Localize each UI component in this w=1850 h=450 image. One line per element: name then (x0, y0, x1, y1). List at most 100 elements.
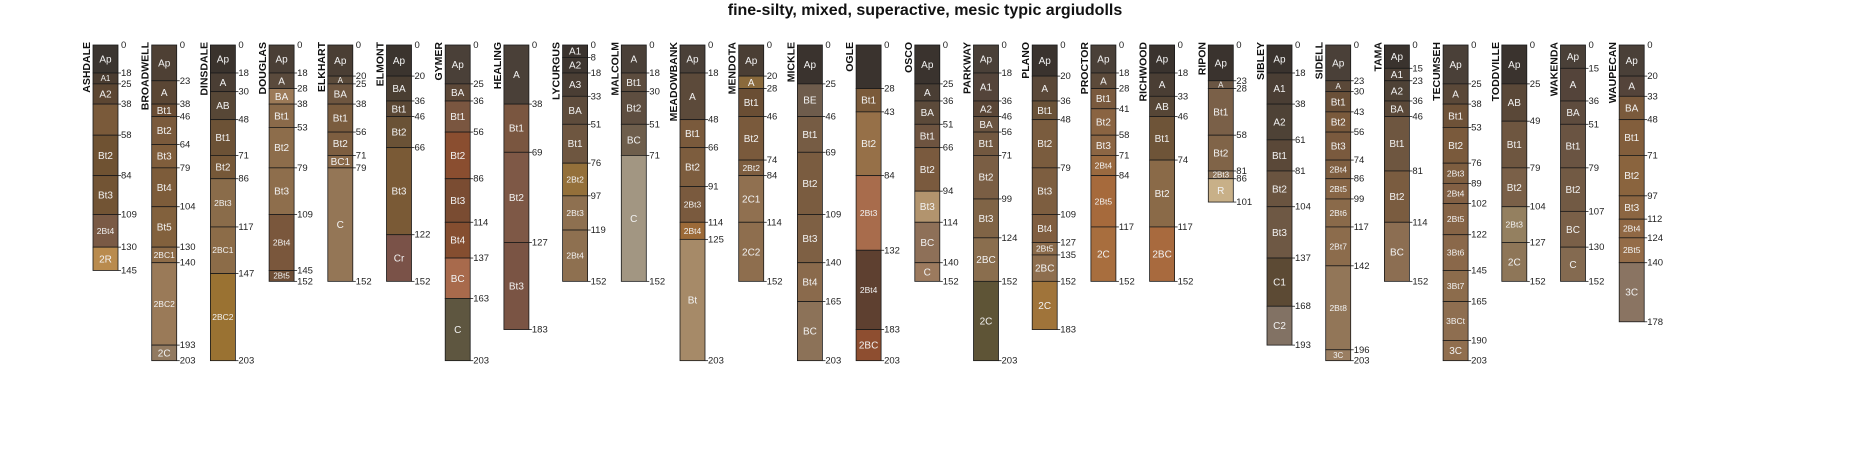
depth-label: 28 (884, 84, 895, 95)
horizon-bc (1384, 221, 1410, 282)
depth-label: 28 (767, 84, 778, 95)
horizon-label: C2 (1273, 321, 1286, 332)
horizon-label: 2BC (976, 255, 995, 266)
horizon-label: Ap (1332, 58, 1345, 69)
depth-label: 117 (1354, 222, 1369, 233)
depth-label: 76 (1471, 158, 1482, 169)
horizon-label: 3BCt (1446, 316, 1466, 326)
horizon-label: Bt3 (1096, 141, 1111, 152)
horizon-label: BC (803, 327, 817, 338)
depth-label: 30 (1354, 87, 1365, 98)
horizon-label: 2C1 (742, 194, 761, 205)
profile-name: RIPON (1196, 42, 1208, 75)
depth-label: 135 (1060, 250, 1076, 261)
depth-label: 0 (121, 40, 126, 51)
profile-plano: PLANO 0 Ap 20 A 36 Bt1 48 Bt2 79 Bt3 109 Bt4 127 2Bt5 1… (1020, 40, 1076, 336)
depth-label: 152 (415, 276, 431, 287)
horizon-bt1 (209, 119, 236, 156)
horizon-label: Bt1 (685, 129, 700, 140)
depth-label: 51 (943, 119, 954, 130)
horizon-bt2 (1442, 127, 1469, 164)
horizon-ap (1090, 44, 1117, 74)
horizon-bt2 (268, 127, 295, 169)
horizon-label: Bt4 (157, 183, 172, 194)
profile-name: OSCO (903, 42, 915, 73)
depth-label: 25 (1471, 79, 1482, 90)
depth-label: 74 (767, 155, 778, 166)
horizon-label: A1 (1391, 70, 1404, 81)
depth-label: 23 (1236, 76, 1247, 87)
horizon-label: Bt4 (450, 236, 465, 247)
horizon-bt1 (797, 116, 823, 153)
horizon-2bt3 (855, 175, 882, 251)
horizon-bt1 (738, 88, 765, 117)
depth-label: 0 (1119, 40, 1124, 51)
depth-label: 0 (356, 40, 361, 51)
horizon-label: 2Bt2 (566, 174, 584, 184)
horizon-2bt8 (1325, 265, 1352, 351)
horizon-label: C (454, 325, 461, 336)
depth-label: 36 (473, 96, 484, 107)
depth-label: 18 (1178, 68, 1189, 79)
horizon-label: Bt1 (1037, 106, 1052, 117)
depth-label: 0 (1002, 40, 1007, 51)
horizon-unlabeled (855, 44, 882, 89)
horizon-label: Bt1 (1096, 94, 1111, 105)
horizon-unlabeled (92, 103, 119, 136)
depth-label: 18 (1119, 68, 1130, 79)
depth-label: 38 (1471, 99, 1482, 110)
horizon-label: Bt3 (509, 282, 524, 293)
horizon-2bc (973, 237, 999, 282)
depth-label: 0 (415, 40, 420, 51)
depth-label: 15 (1589, 63, 1600, 74)
horizon-label: Bt3 (157, 152, 172, 163)
depth-label: 18 (1002, 68, 1013, 79)
horizon-label: A (1218, 80, 1224, 89)
depth-label: 0 (1060, 40, 1065, 51)
depth-label: 8 (591, 52, 596, 63)
profile-name: SIBLEY (1255, 42, 1267, 80)
profile-name: TECUMSEH (1431, 42, 1443, 101)
profile-douglas: DOUGLAS 0 Ap 18 A 28 BA 38 Bt1 53 Bt2 79 Bt3 109 2Bt4 1… (257, 40, 313, 287)
horizon-label: BC (920, 238, 934, 249)
depth-label: 28 (297, 84, 308, 95)
horizon-ab (209, 91, 236, 121)
depth-label: 165 (825, 297, 841, 308)
horizon-label: Ap (99, 54, 112, 65)
horizon-label: Bt4 (802, 278, 817, 289)
profile-parkway: PARKWAY 0 Ap 18 A1 36 A2 46 BA 56 Bt1 71 Bt2 99 Bt3 124… (962, 40, 1018, 367)
depth-label: 147 (238, 269, 254, 280)
depth-label: 0 (884, 40, 889, 51)
horizon-label: A (1100, 76, 1107, 87)
horizon-ap (797, 44, 823, 85)
profile-elmont: ELMONT 0 Ap 20 BA 36 Bt1 46 Bt2 66 Bt3 122 Cr 152 (375, 40, 431, 287)
horizon-label: Ap (1449, 60, 1462, 71)
horizon-label: Ap (745, 56, 758, 67)
horizon-2bt4 (562, 229, 588, 282)
horizon-bt1 (562, 123, 588, 164)
depth-label: 0 (1295, 40, 1300, 51)
depth-label: 18 (297, 68, 308, 79)
horizon-2c2 (738, 221, 765, 282)
horizon-ap (209, 44, 236, 74)
depth-label: 38 (297, 99, 308, 110)
horizon-label: 2Bt5 (1329, 184, 1347, 194)
horizon-label: Ap (1273, 54, 1286, 65)
horizon-bt2 (92, 134, 119, 177)
horizon-label: BA (1625, 103, 1639, 114)
horizon-label: 2Bt3 (684, 199, 702, 209)
horizon-2bt4 (92, 214, 119, 248)
horizon-3c (1442, 340, 1469, 362)
depth-label: 48 (708, 115, 719, 126)
horizon-label: Ap (1097, 54, 1110, 65)
depth-label: 119 (591, 225, 606, 236)
horizon-label: Bt (688, 296, 698, 307)
depth-label: 0 (591, 40, 596, 51)
horizon-bt2 (386, 116, 412, 149)
horizon-2c1 (738, 175, 765, 223)
horizon-label: BA (1390, 104, 1404, 115)
horizon-bt2 (1501, 167, 1528, 208)
depth-label: 140 (180, 258, 196, 269)
horizon-label: Bt1 (802, 130, 817, 141)
depth-label: 46 (767, 112, 778, 123)
